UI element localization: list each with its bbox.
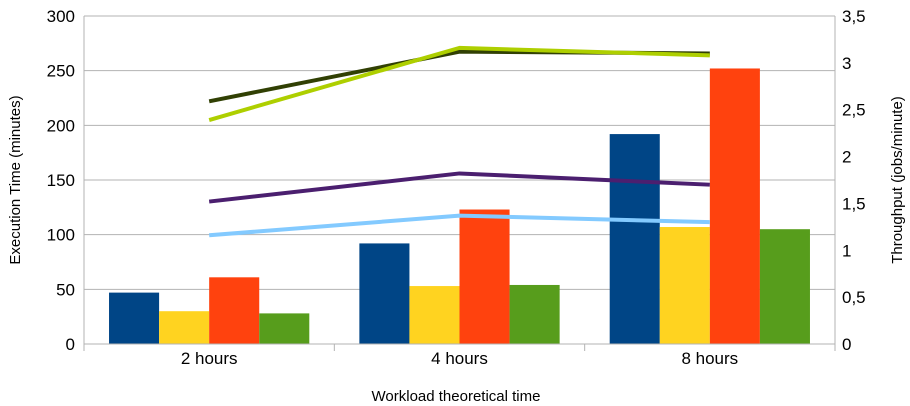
axes <box>83 16 836 351</box>
y2-tick-label: 3,5 <box>842 7 866 26</box>
y2-tick-label: 1 <box>842 241 851 260</box>
lines <box>208 45 710 238</box>
y-axis-ticks: 0 50 100 150 200 250 300 <box>47 7 75 354</box>
x-axis-ticks: 2 hours 4 hours 8 hours <box>181 349 738 368</box>
bar <box>159 311 210 344</box>
bar <box>359 243 410 344</box>
y-tick-label: 150 <box>47 171 75 190</box>
bar <box>459 209 510 344</box>
y2-tick-label: 0,5 <box>842 288 866 307</box>
y2-axis-title: Throughput (jobs/minute) <box>889 96 906 264</box>
bar <box>709 68 760 344</box>
y-tick-label: 300 <box>47 7 75 26</box>
bar <box>109 292 160 344</box>
bar <box>409 286 460 344</box>
x-axis-title: Workload theoretical time <box>372 388 541 405</box>
y-tick-label: 0 <box>66 335 75 354</box>
bar <box>609 134 660 344</box>
series-line <box>208 45 710 122</box>
bar <box>209 277 260 344</box>
bars <box>109 68 810 344</box>
y2-tick-label: 1,5 <box>842 194 866 213</box>
bar <box>659 227 710 344</box>
y-tick-label: 100 <box>47 226 75 245</box>
y-tick-label: 50 <box>56 280 75 299</box>
y-tick-label: 250 <box>47 62 75 81</box>
x-tick-label: 2 hours <box>181 349 238 368</box>
y2-axis-ticks: 0 0,5 1 1,5 2 2,5 3 3,5 <box>842 7 866 354</box>
series-line <box>208 171 710 204</box>
bar <box>509 284 560 344</box>
x-tick-label: 8 hours <box>681 349 738 368</box>
x-tick-label: 4 hours <box>431 349 488 368</box>
y2-tick-label: 3 <box>842 54 851 73</box>
y-axis-title: Execution Time (minutes) <box>7 95 24 264</box>
y2-tick-label: 0 <box>842 335 851 354</box>
series-line <box>209 213 710 238</box>
y2-tick-label: 2,5 <box>842 101 866 120</box>
bar <box>259 313 310 344</box>
y2-tick-label: 2 <box>842 148 851 167</box>
y-tick-label: 200 <box>47 116 75 135</box>
series-line <box>208 49 710 104</box>
bar <box>759 229 810 344</box>
